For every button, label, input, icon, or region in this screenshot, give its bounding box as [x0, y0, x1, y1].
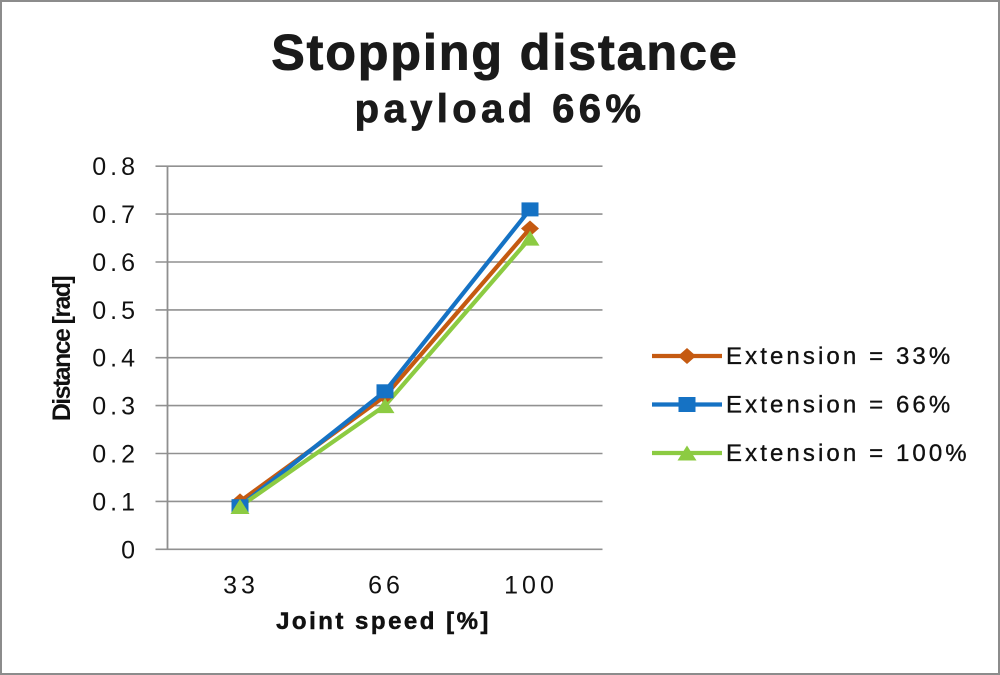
- svg-text:0.4: 0.4: [92, 345, 139, 373]
- svg-text:0.6: 0.6: [92, 249, 139, 277]
- svg-text:0.8: 0.8: [92, 153, 139, 181]
- svg-text:Stopping distance: Stopping distance: [271, 25, 738, 81]
- svg-text:Extension = 66%: Extension = 66%: [726, 392, 953, 419]
- svg-text:Extension = 100%: Extension = 100%: [726, 440, 970, 467]
- svg-text:0.5: 0.5: [92, 297, 139, 325]
- svg-text:33: 33: [223, 572, 259, 600]
- svg-text:0: 0: [121, 536, 139, 564]
- svg-text:0.2: 0.2: [92, 441, 139, 469]
- svg-text:Extension = 33%: Extension = 33%: [726, 343, 953, 370]
- svg-text:payload 66%: payload 66%: [355, 87, 646, 131]
- svg-text:Distance [rad]: Distance [rad]: [48, 277, 76, 422]
- svg-text:0.3: 0.3: [92, 393, 139, 421]
- svg-text:100: 100: [504, 572, 558, 600]
- svg-text:66: 66: [368, 572, 404, 600]
- svg-text:0.1: 0.1: [92, 488, 139, 516]
- svg-text:0.7: 0.7: [92, 201, 139, 229]
- svg-text:Joint speed [%]: Joint speed [%]: [276, 608, 491, 635]
